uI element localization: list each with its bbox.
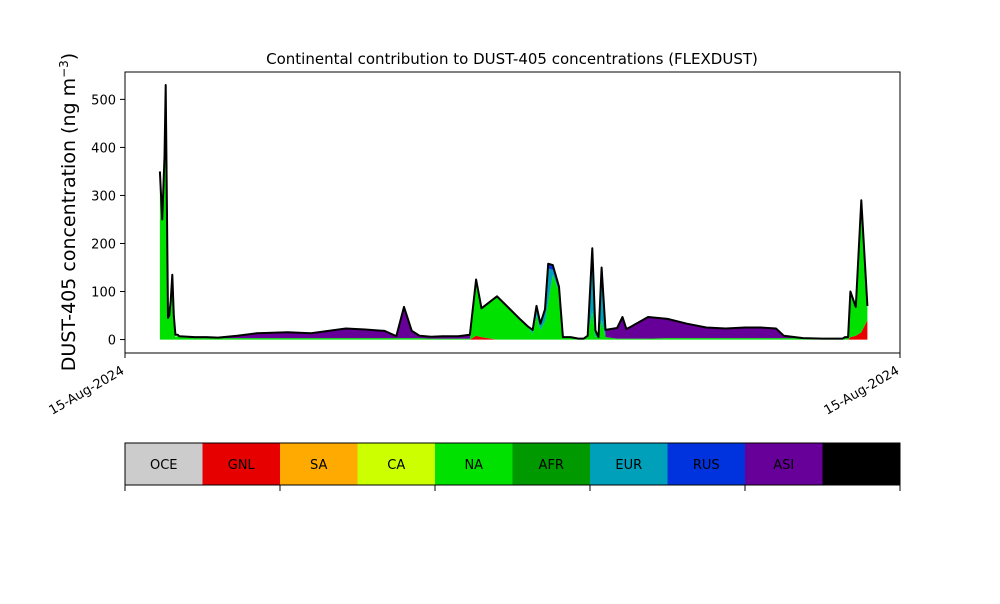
- legend-swatch-sa: [280, 443, 358, 485]
- x-axis-ticks: 15-Aug-2024 15-Aug-2024: [47, 353, 902, 419]
- legend-colorbar: OCE GNL SA CA NA AFR EUR RUS ASI AUS: [124, 442, 901, 491]
- area-series-rus: [159, 94, 868, 339]
- y-tick-label: 300: [91, 189, 116, 204]
- y-tick-label: 500: [91, 93, 116, 108]
- y-tick-label: 0: [108, 334, 116, 349]
- legend-label-eur: EUR: [615, 458, 642, 473]
- legend-swatch-eur: [590, 443, 668, 485]
- area-series-asi: [159, 94, 868, 339]
- legend-label-gnl: GNL: [228, 458, 256, 473]
- plot-total-line: [158, 84, 869, 340]
- legend-swatch-oce: [125, 443, 203, 485]
- legend-swatch-aus: [822, 443, 901, 485]
- y-axis-label: DUST-405 concentration (ng m−3): [57, 53, 80, 371]
- y-tick-label: 100: [91, 286, 116, 301]
- y-axis-ticks: 0 100 200 300 400 500: [91, 93, 125, 349]
- legend-swatch-na: [435, 443, 513, 485]
- legend-label-sa: SA: [310, 458, 327, 473]
- area-series-na: [159, 94, 868, 340]
- legend-label-rus: RUS: [693, 458, 720, 473]
- y-tick-label: 200: [91, 237, 116, 252]
- area-series-eur: [159, 94, 868, 339]
- legend-label-aus: AUS: [848, 458, 875, 473]
- legend-label-ca: CA: [387, 458, 405, 473]
- chart-title: Continental contribution to DUST-405 con…: [266, 50, 758, 68]
- y-axis-label-sup: −3: [57, 60, 71, 78]
- y-tick-label: 400: [91, 141, 116, 156]
- y-axis-label-main: DUST-405 concentration (ng m: [58, 78, 80, 371]
- legend-swatch-asi: [745, 443, 823, 485]
- total-concentration-line: [158, 84, 869, 340]
- plot-areas: [159, 94, 868, 340]
- y-axis-label-close: ): [58, 53, 80, 60]
- legend-frame: [124, 442, 901, 486]
- legend-swatch-ca: [357, 443, 436, 485]
- legend-swatch-afr: [512, 443, 591, 485]
- legend-label-asi: ASI: [773, 458, 794, 473]
- legend-swatch-rus: [667, 443, 746, 485]
- legend-label-na: NA: [464, 458, 483, 473]
- x-tick-label: 15-Aug-2024: [822, 363, 902, 418]
- legend-swatch-gnl: [202, 443, 281, 485]
- legend-label-oce: OCE: [150, 458, 178, 473]
- axes-frame: [124, 71, 901, 354]
- legend-label-afr: AFR: [539, 458, 564, 473]
